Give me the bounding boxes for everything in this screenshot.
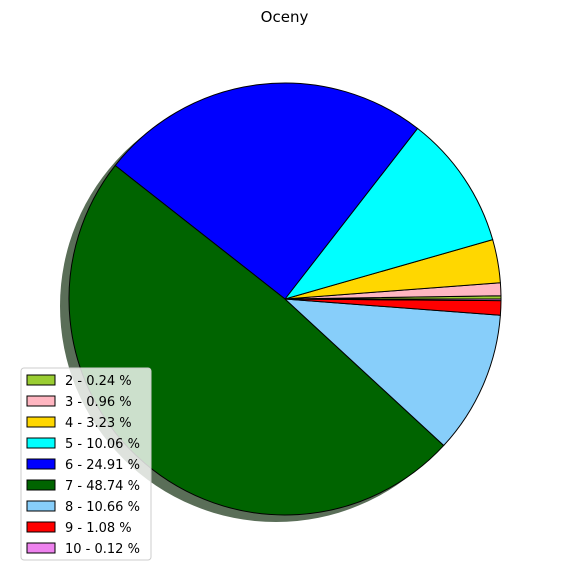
pie-slice-8 bbox=[284, 298, 501, 446]
pie-slice-5 bbox=[284, 127, 494, 300]
legend-label-9: 9 - 1.08 % bbox=[65, 521, 132, 536]
legend-label-6: 6 - 24.91 % bbox=[65, 458, 140, 473]
legend-swatch-2 bbox=[26, 374, 56, 386]
legend-swatch-4 bbox=[26, 416, 56, 428]
pie-slices bbox=[68, 82, 502, 516]
legend-label-10: 10 - 0.12 % bbox=[65, 542, 140, 557]
legend-label-2: 2 - 0.24 % bbox=[65, 374, 132, 389]
legend-frame bbox=[20, 367, 152, 561]
legend-label-4: 4 - 3.23 % bbox=[65, 416, 132, 431]
legend-swatch-3 bbox=[26, 395, 56, 407]
legend-swatch-6 bbox=[26, 458, 56, 470]
legend-label-3: 3 - 0.96 % bbox=[65, 395, 132, 410]
pie-slice-10 bbox=[284, 298, 502, 302]
legend-swatch-7 bbox=[26, 479, 56, 491]
legend-swatch-10 bbox=[26, 542, 56, 554]
legend-swatch-9 bbox=[26, 521, 56, 533]
legend: 2 - 0.24 % 3 - 0.96 % 4 - 3.23 % 5 - 10.06 … bbox=[20, 367, 152, 561]
legend-label-8: 8 - 10.66 % bbox=[65, 500, 140, 515]
legend-swatch-5 bbox=[26, 437, 56, 449]
pie-slice-6 bbox=[114, 82, 418, 300]
chart-title: Oceny bbox=[261, 8, 309, 26]
legend-label-5: 5 - 10.06 % bbox=[65, 437, 140, 452]
legend-swatch-8 bbox=[26, 500, 56, 512]
legend-label-7: 7 - 48.74 % bbox=[65, 479, 140, 494]
